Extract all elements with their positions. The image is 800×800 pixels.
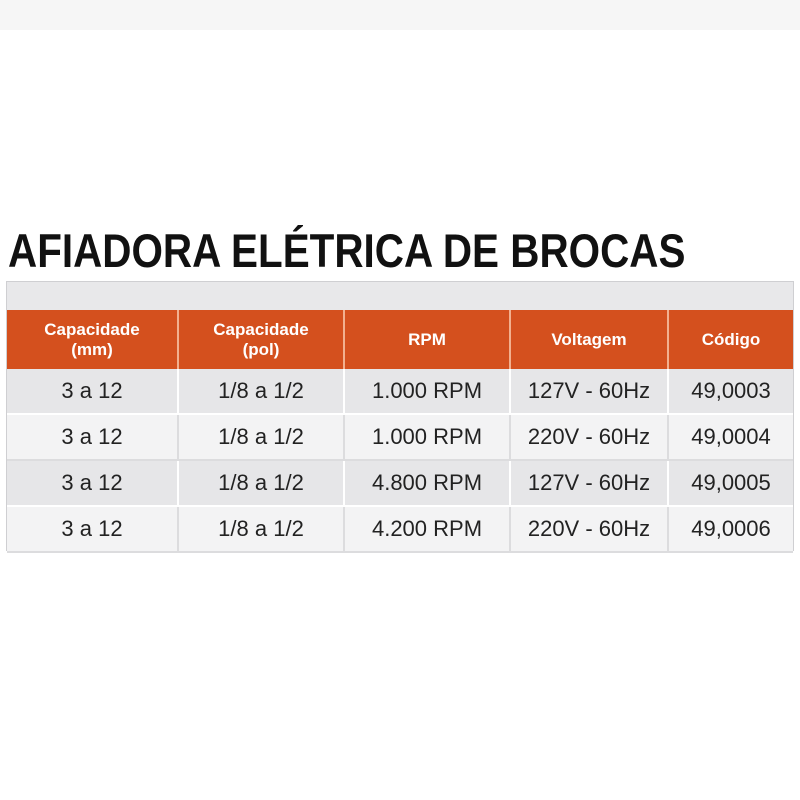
cell-voltagem: 220V - 60Hz: [509, 507, 667, 553]
header-capacidade-pol: Capacidade (pol): [177, 310, 343, 369]
cell-capacidade-mm: 3 a 12: [7, 507, 177, 553]
page-title: AFIADORA ELÉTRICA DE BROCAS: [8, 224, 686, 277]
cell-capacidade-mm: 3 a 12: [7, 461, 177, 507]
cell-capacidade-pol: 1/8 a 1/2: [177, 415, 343, 461]
cell-codigo: 49,0006: [667, 507, 793, 553]
cell-capacidade-mm: 3 a 12: [7, 369, 177, 415]
table-row: 3 a 12 1/8 a 1/2 4.800 RPM 127V - 60Hz 4…: [7, 461, 793, 507]
header-voltagem: Voltagem: [509, 310, 667, 369]
header-rpm: RPM: [343, 310, 509, 369]
table-row: 3 a 12 1/8 a 1/2 4.200 RPM 220V - 60Hz 4…: [7, 507, 793, 553]
top-strip: [0, 0, 800, 30]
cell-rpm: 1.000 RPM: [343, 369, 509, 415]
cell-capacidade-pol: 1/8 a 1/2: [177, 461, 343, 507]
cell-capacidade-pol: 1/8 a 1/2: [177, 369, 343, 415]
cell-capacidade-mm: 3 a 12: [7, 415, 177, 461]
cell-codigo: 49,0003: [667, 369, 793, 415]
cell-voltagem: 127V - 60Hz: [509, 369, 667, 415]
cell-rpm: 4.800 RPM: [343, 461, 509, 507]
table-row: 3 a 12 1/8 a 1/2 1.000 RPM 127V - 60Hz 4…: [7, 369, 793, 415]
table-row: 3 a 12 1/8 a 1/2 1.000 RPM 220V - 60Hz 4…: [7, 415, 793, 461]
cell-codigo: 49,0004: [667, 415, 793, 461]
cell-voltagem: 220V - 60Hz: [509, 415, 667, 461]
header-codigo: Código: [667, 310, 793, 369]
cell-rpm: 4.200 RPM: [343, 507, 509, 553]
table-header-row: Capacidade (mm) Capacidade (pol) RPM Vol…: [7, 310, 793, 369]
spec-table: Capacidade (mm) Capacidade (pol) RPM Vol…: [7, 310, 793, 553]
cell-rpm: 1.000 RPM: [343, 415, 509, 461]
cell-codigo: 49,0005: [667, 461, 793, 507]
cell-voltagem: 127V - 60Hz: [509, 461, 667, 507]
table-top-band: [7, 282, 793, 310]
spec-table-container: Capacidade (mm) Capacidade (pol) RPM Vol…: [6, 281, 794, 553]
cell-capacidade-pol: 1/8 a 1/2: [177, 507, 343, 553]
header-capacidade-mm: Capacidade (mm): [7, 310, 177, 369]
